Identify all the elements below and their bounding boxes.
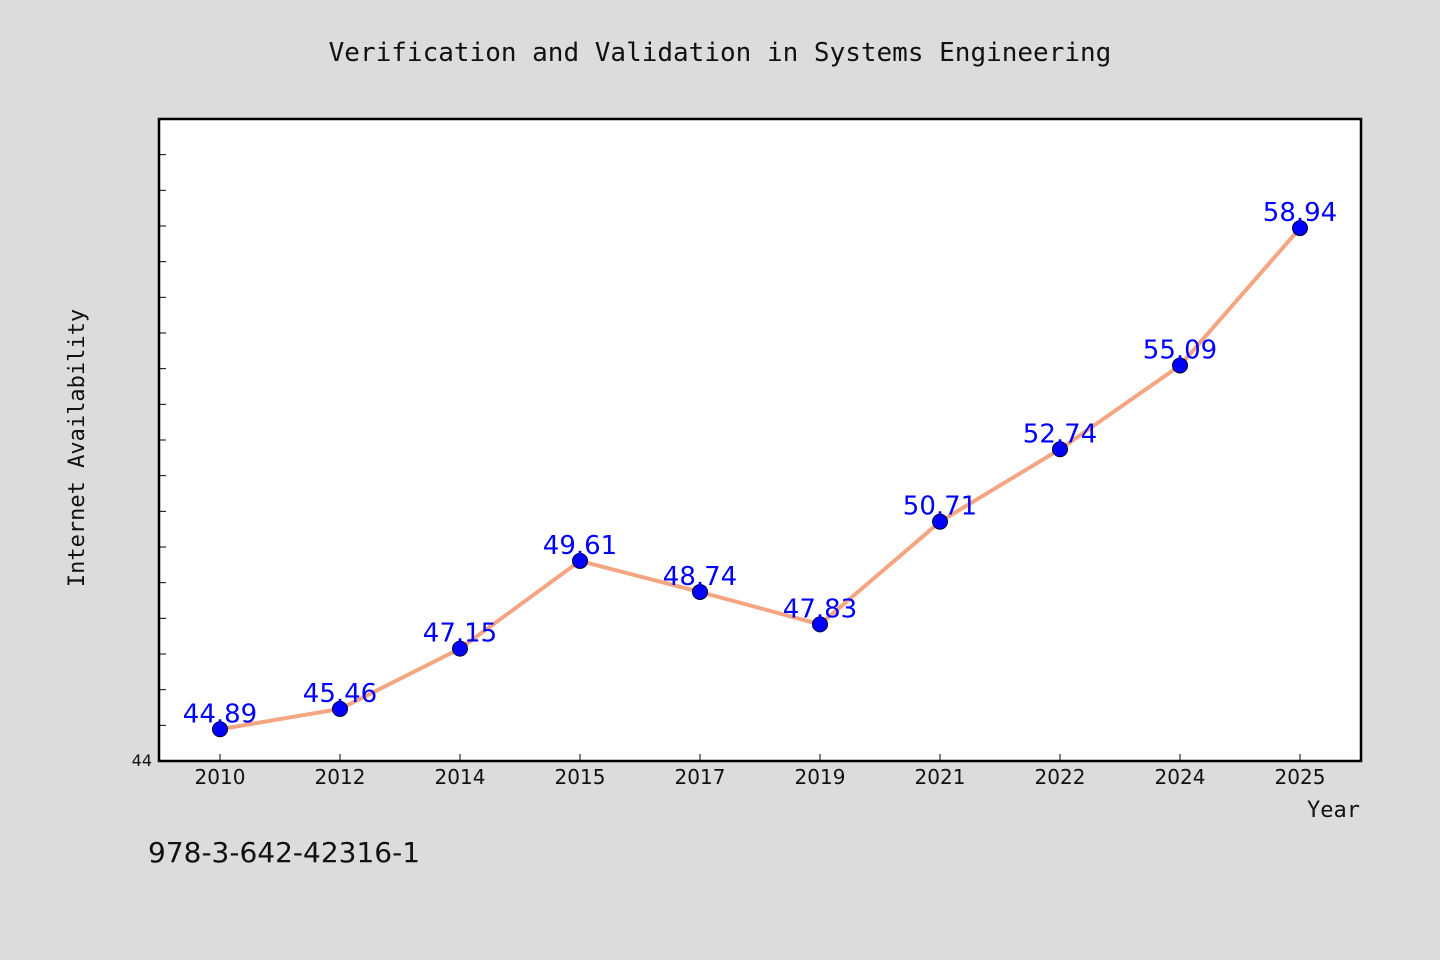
- x-axis-ticks: 2010 2012 2014 2015 2017 2019 2021 2022 2024 2025: [195, 754, 1326, 789]
- chart-title: Verification and Validation in Systems E…: [329, 38, 1112, 68]
- data-point: [1172, 357, 1188, 374]
- x-tick-label: 2012: [315, 765, 366, 789]
- y-axis-ticks: [159, 154, 166, 726]
- data-point: [692, 583, 708, 600]
- data-label: 58.94: [1263, 198, 1337, 228]
- data-label: 52.74: [1023, 419, 1097, 449]
- x-tick-label: 2024: [1155, 765, 1206, 789]
- series-layer: [212, 220, 1308, 738]
- isbn-footnote: 978-3-642-42316-1: [148, 836, 420, 869]
- data-label: 44.89: [183, 699, 257, 729]
- data-label: 45.46: [303, 679, 377, 709]
- data-label: 49.61: [543, 531, 617, 561]
- x-axis-label: Year: [1307, 798, 1360, 823]
- data-point: [1292, 220, 1308, 237]
- series-line: [219, 226, 1302, 732]
- x-tick-label: 2019: [795, 765, 846, 789]
- data-label: 48.74: [663, 562, 737, 592]
- x-tick-label: 2015: [555, 765, 606, 789]
- y-tick-label-min: 44: [132, 751, 152, 770]
- data-point: [452, 640, 468, 657]
- data-label: 55.09: [1143, 335, 1217, 365]
- x-tick-label: 2022: [1035, 765, 1086, 789]
- data-point: [332, 700, 348, 717]
- data-label: 50.71: [903, 492, 977, 522]
- data-labels-layer: 44.89 45.46 47.15 49.61 48.74 47.83 50.71 52.74…: [183, 198, 1337, 729]
- x-tick-label: 2025: [1275, 765, 1326, 789]
- data-label: 47.83: [783, 594, 857, 624]
- data-point: [212, 721, 228, 738]
- data-point: [572, 552, 588, 569]
- x-tick-label: 2021: [915, 765, 966, 789]
- x-tick-label: 2010: [195, 765, 246, 789]
- data-point: [1052, 441, 1068, 458]
- data-label: 47.15: [423, 619, 497, 649]
- y-axis-label: Internet Availability: [65, 309, 90, 587]
- data-point: [812, 616, 828, 633]
- x-tick-label: 2014: [435, 765, 486, 789]
- plot-area: [157, 117, 1363, 763]
- x-tick-label: 2017: [675, 765, 726, 789]
- data-point: [932, 513, 948, 530]
